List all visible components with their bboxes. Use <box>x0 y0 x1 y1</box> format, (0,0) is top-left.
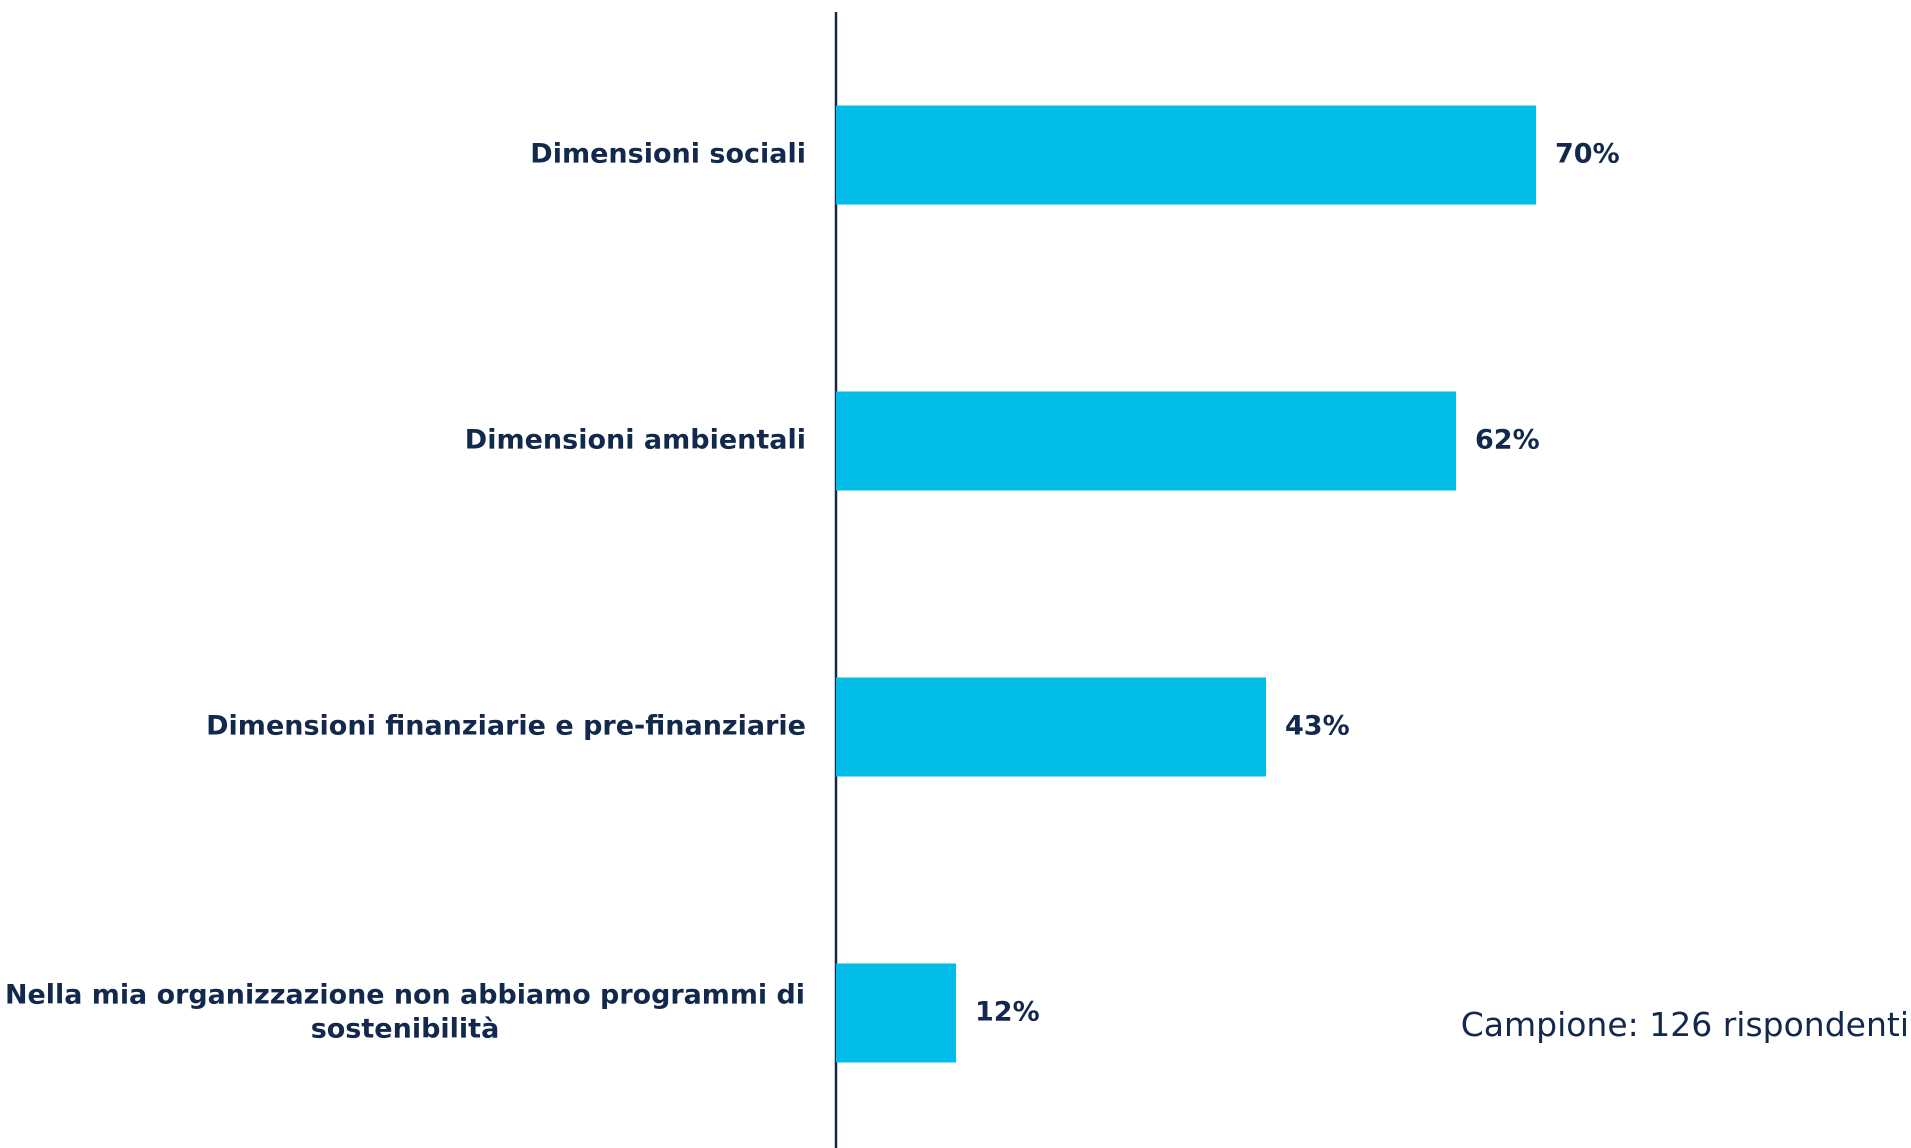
bar-1 <box>836 105 1536 205</box>
category-label-3: Dimensioni finanziarie e pre-finanziarie <box>206 711 806 742</box>
category-label-2: Dimensioni ambientali <box>465 425 806 456</box>
bar-2 <box>836 391 1456 491</box>
value-label-4: 12% <box>975 997 1040 1028</box>
category-label-4-line-2: sostenibilità <box>311 1014 500 1045</box>
bar-4 <box>836 963 956 1063</box>
bar-3 <box>836 677 1266 777</box>
value-label-3: 43% <box>1285 711 1350 742</box>
sample-size-note: Campione: 126 rispondenti <box>1460 1005 1909 1044</box>
category-label-1: Dimensioni sociali <box>530 139 806 170</box>
category-label-4-line-1: Nella mia organizzazione non abbiamo pro… <box>5 980 805 1011</box>
value-label-1: 70% <box>1555 139 1620 170</box>
value-label-2: 62% <box>1475 425 1540 456</box>
